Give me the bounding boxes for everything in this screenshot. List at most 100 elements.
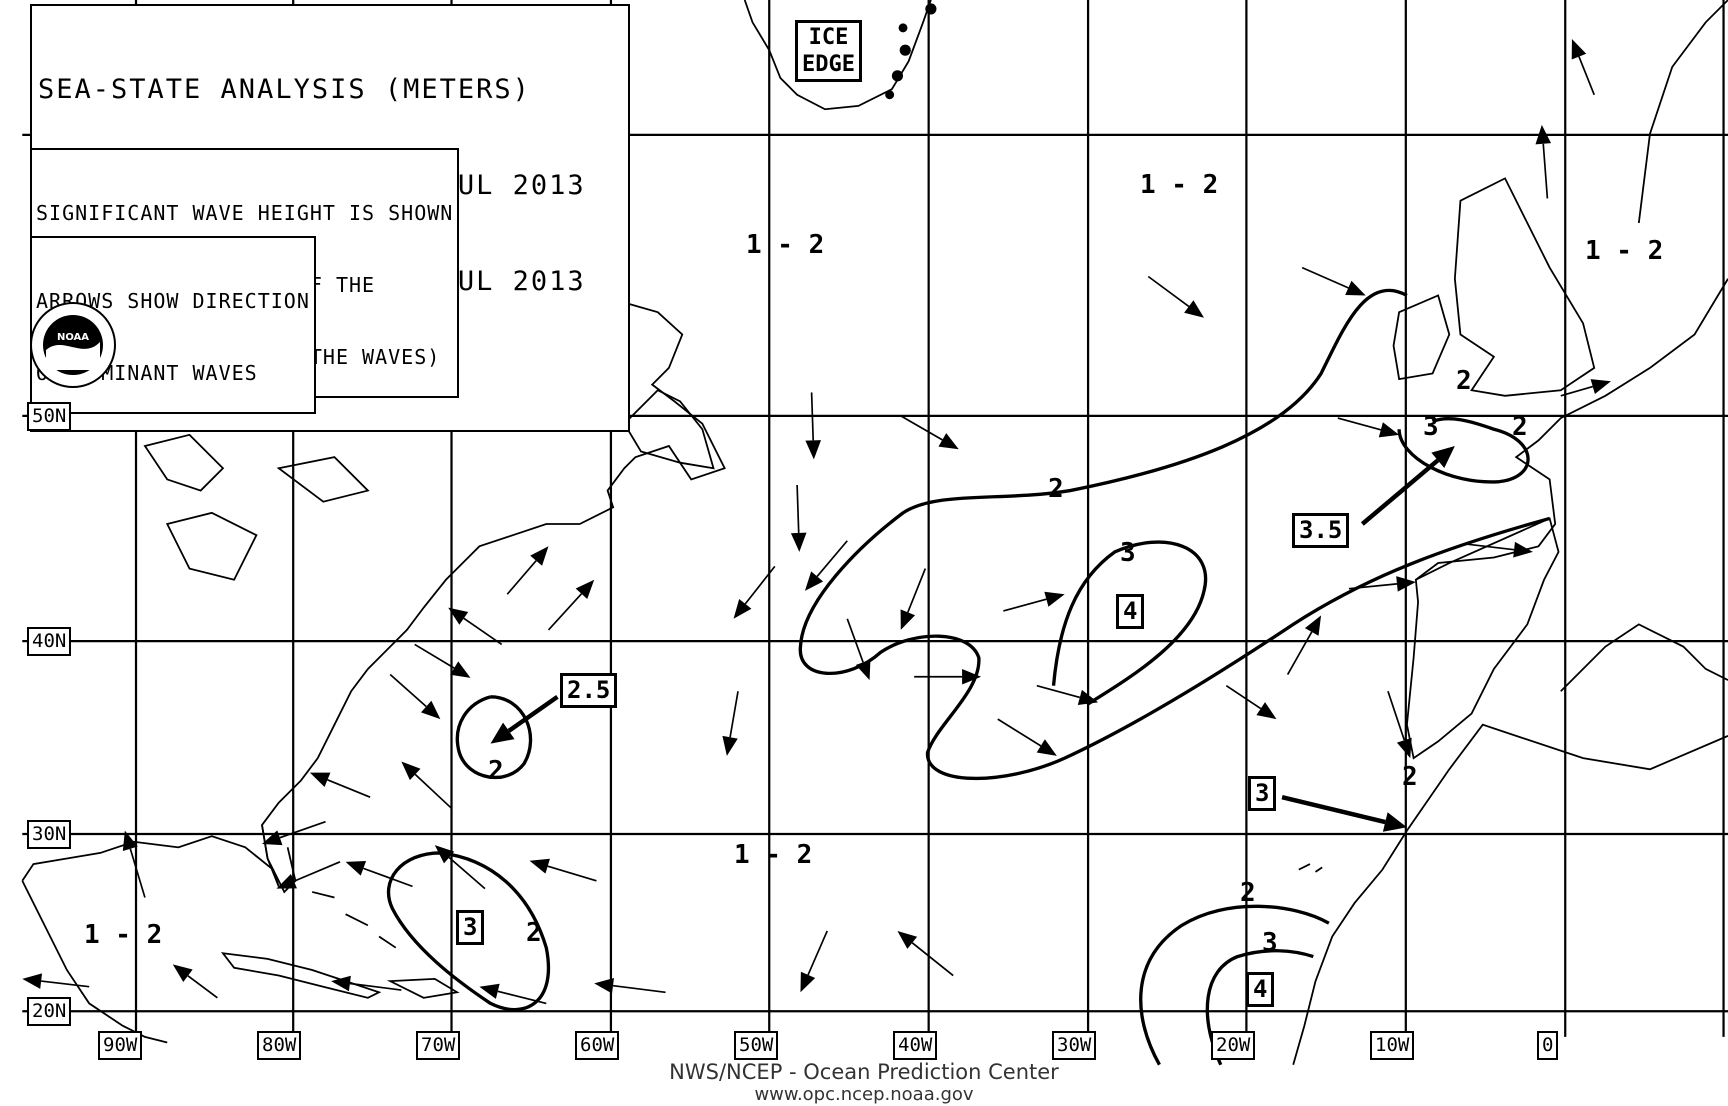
arrow-shaft: [907, 568, 927, 613]
lon-label-90w: 90W: [98, 1031, 143, 1060]
footer-agency: NWS/NCEP - Ocean Prediction Center: [669, 1060, 1059, 1084]
contour-label: 2: [1402, 762, 1418, 792]
hispaniola: [386, 977, 460, 999]
arrow-shaft: [810, 392, 815, 441]
wave-direction-arrow: [997, 718, 1057, 756]
wave-direction-arrow: [22, 973, 90, 989]
arrow-head: [434, 845, 455, 864]
arrow-head: [1044, 591, 1065, 607]
contour-label: 3: [1262, 928, 1278, 958]
arrow-head: [1378, 422, 1400, 438]
arrow-shaft: [1465, 543, 1515, 551]
ice-edge-label: ICE EDGE: [795, 20, 862, 82]
arrow-shaft: [1348, 583, 1398, 590]
arrow-head: [1431, 445, 1455, 469]
range-label: 1 - 2: [746, 230, 825, 260]
range-label: 1 - 2: [1140, 170, 1219, 200]
wave-direction-arrow: [1465, 541, 1533, 558]
lon-label-70w: 70W: [416, 1031, 461, 1060]
wave-direction-arrow: [900, 415, 959, 450]
arrow-head: [276, 874, 297, 889]
lon-label-20w: 20W: [1211, 1031, 1256, 1060]
contour-2m-canaries: [1139, 904, 1330, 1066]
scandinavia: [1637, 0, 1728, 224]
range-label: 1 - 2: [1585, 236, 1664, 266]
wave-direction-arrow: [172, 964, 218, 999]
arrow-shaft: [744, 565, 776, 605]
contour-2-5m: [455, 695, 533, 780]
arrow-head: [261, 830, 283, 846]
contour-3m-bahamas: [386, 851, 551, 1012]
wave-direction-arrow: [1225, 684, 1277, 720]
arrow-head: [450, 661, 471, 678]
arrow-shaft: [846, 618, 864, 663]
note-line: SIGNIFICANT WAVE HEIGHT IS SHOWN: [36, 201, 454, 225]
arrow-shaft: [1286, 631, 1313, 675]
arrow-shaft: [1360, 458, 1440, 526]
wave-direction-arrow: [897, 930, 954, 977]
contour-3m-uk: [1397, 417, 1530, 484]
arrow-shaft: [900, 415, 943, 441]
bahamas: [311, 891, 397, 949]
lon-label-80w: 80W: [257, 1031, 302, 1060]
newfoundland: [623, 389, 715, 470]
wave-direction-arrow: [309, 772, 371, 798]
wave-direction-arrow: [1360, 445, 1455, 526]
wave-direction-arrow: [547, 579, 595, 631]
contour-label: 3: [1423, 412, 1439, 442]
wave-direction-arrow: [1286, 615, 1322, 675]
arrow-shaft: [807, 930, 828, 976]
arrow-shaft: [911, 942, 954, 977]
arrow-head: [448, 607, 469, 625]
arrow-shaft: [187, 975, 218, 999]
contour-label: 3: [1120, 538, 1136, 568]
arrow-head: [733, 599, 752, 619]
callout-box: 3.5: [1292, 513, 1350, 548]
arrow-head: [722, 735, 738, 756]
arrow-shaft: [327, 779, 371, 798]
wave-direction-arrow: [914, 668, 982, 685]
arrow-shaft: [1147, 275, 1190, 308]
arrow-shaft: [349, 982, 402, 991]
arrow-head: [1535, 124, 1552, 145]
arrow-shaft: [612, 984, 666, 994]
arrow-shaft: [363, 867, 413, 888]
cuba: [220, 952, 382, 999]
arrow-head: [172, 964, 193, 983]
arrow-shaft: [41, 980, 90, 988]
max-height-box: 3: [456, 910, 485, 945]
arrow-head: [1396, 737, 1412, 759]
arrow-shaft: [1337, 417, 1382, 431]
wave-direction-arrow: [345, 861, 413, 888]
wave-direction-arrow: [790, 484, 807, 552]
canary-islands: [1298, 863, 1323, 873]
contour-label: 2: [526, 918, 542, 948]
contour-label: 2: [488, 756, 504, 786]
footer-url: www.opc.ncep.noaa.gov: [754, 1084, 974, 1105]
ice-edge-line: ICE: [808, 25, 849, 50]
arrow-shaft: [796, 484, 800, 533]
note-line: ARROWS SHOW DIRECTION: [36, 289, 310, 313]
wave-direction-arrow: [1281, 794, 1407, 832]
wave-direction-arrow: [506, 546, 549, 595]
lat-label-40n: 40N: [27, 627, 72, 656]
wave-direction-arrow: [276, 861, 341, 889]
wave-direction-arrow: [1535, 124, 1552, 199]
arrow-shaft: [279, 820, 326, 839]
arrow-note: ARROWS SHOW DIRECTION OF DOMINANT WAVES: [30, 236, 316, 414]
wave-direction-arrows: [22, 39, 1611, 1005]
mexico-coast: [21, 880, 168, 1044]
lon-label-0: 0: [1537, 1031, 1559, 1060]
lat-label-20n: 20N: [27, 997, 72, 1026]
mediterranean-north: [1560, 623, 1728, 692]
arrow-shaft: [729, 691, 739, 738]
lat-lon-grid: [22, 0, 1728, 1037]
arrow-head: [122, 830, 138, 852]
wave-direction-arrow: [414, 643, 471, 678]
arrow-head: [900, 609, 916, 630]
iberia: [1406, 517, 1560, 760]
arrow-head: [309, 772, 331, 788]
arrow-head: [897, 930, 918, 949]
lat-label-50n: 50N: [27, 402, 72, 431]
